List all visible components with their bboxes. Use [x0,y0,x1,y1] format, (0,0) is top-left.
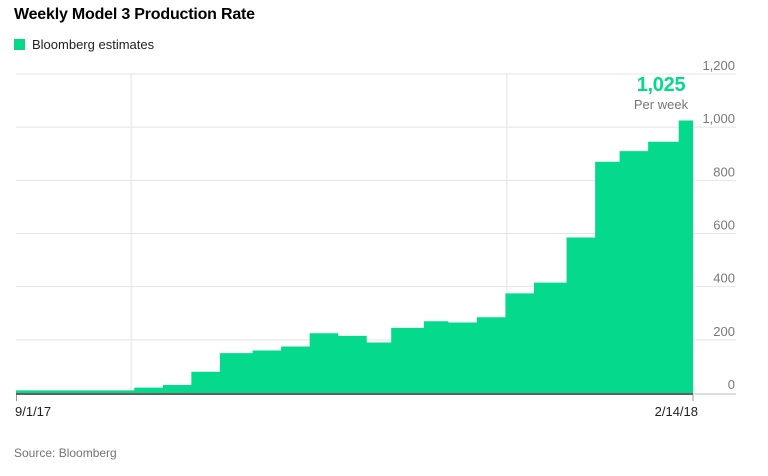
annotation-caption: Per week [633,97,689,112]
chart-title: Weekly Model 3 Production Rate [14,6,255,23]
y-tick-label: 0 [728,377,735,392]
legend-label: Bloomberg estimates [32,37,155,52]
y-tick-label: 800 [713,164,735,179]
production-step-area [16,120,693,393]
annotation: 1,025 Per week [601,75,721,111]
legend: Bloomberg estimates [14,37,154,52]
y-tick-label: 1,000 [702,111,735,126]
y-tick-label: 1,200 [702,58,735,73]
source-note: Source: Bloomberg [14,446,117,460]
y-tick-label: 600 [713,218,735,233]
x-axis-label-start: 9/1/17 [15,404,52,419]
annotation-value: 1,025 [636,74,686,96]
y-tick-label: 200 [713,324,735,339]
legend-swatch-icon [14,39,25,50]
y-tick-label: 400 [713,271,735,286]
x-axis-label-end: 2/14/18 [654,404,698,419]
